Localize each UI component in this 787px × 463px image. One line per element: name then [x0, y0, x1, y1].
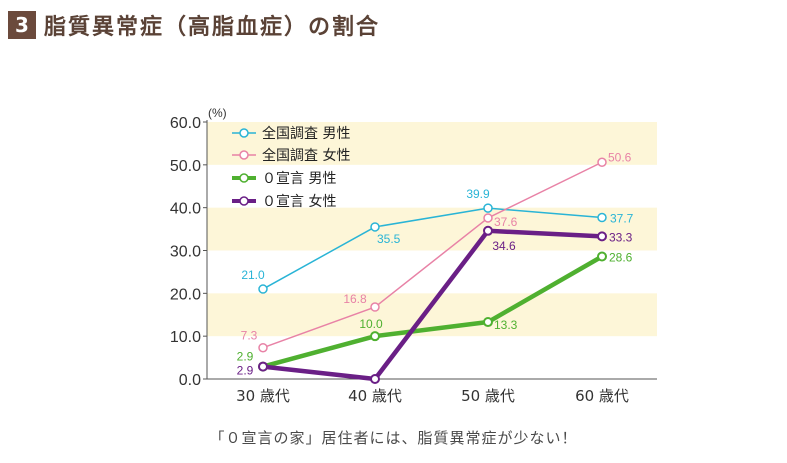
data-label: 7.3 — [241, 329, 258, 343]
data-point — [597, 231, 607, 242]
line-chart: 0.0 10.0 20.0 30.0 40.0 50.0 60.0 (%) 30 歳代 40 歳代… — [170, 106, 657, 405]
grid-band — [207, 122, 657, 165]
y-tick-label: 50.0 — [170, 158, 201, 175]
data-point — [483, 203, 493, 213]
legend-label: ０宣言 男性 — [262, 171, 336, 187]
data-point — [483, 213, 493, 223]
data-label: 13.3 — [494, 318, 518, 332]
legend-marker — [239, 196, 249, 206]
data-label: 34.6 — [492, 239, 516, 253]
x-tick-label: 50 歳代 — [461, 387, 515, 405]
legend-marker — [239, 150, 249, 160]
legend-label: ０宣言 女性 — [262, 193, 336, 210]
data-point — [483, 225, 493, 236]
data-point — [258, 342, 268, 353]
data-point — [370, 302, 380, 312]
legend-marker — [239, 173, 249, 183]
y-tick-label: 0.0 — [179, 372, 201, 389]
data-label: 50.6 — [608, 150, 632, 164]
data-label: 39.9 — [466, 187, 490, 201]
data-label: 21.0 — [241, 268, 265, 282]
y-tick-label: 40.0 — [170, 201, 201, 218]
x-tick-label: 60 歳代 — [575, 387, 629, 405]
data-label: 37.6 — [494, 215, 518, 229]
data-point — [370, 331, 380, 342]
legend-marker — [239, 128, 249, 138]
x-tick-label: 30 歳代 — [236, 387, 290, 405]
legend-label: 全国調査 女性 — [262, 147, 350, 164]
chart-caption: 「０宣言の家」居住者には、脂質異常症が少ない！ — [209, 429, 578, 447]
data-point — [258, 284, 268, 294]
series-line — [262, 161, 603, 349]
series-line — [262, 228, 603, 382]
y-tick-label: 60.0 — [170, 115, 201, 132]
data-label: 28.6 — [609, 250, 633, 264]
y-tick-label: 10.0 — [170, 329, 201, 346]
legend-label: 全国調査 男性 — [262, 125, 350, 142]
data-point — [597, 212, 607, 223]
data-label: 2.9 — [237, 364, 254, 378]
section-title: 脂質異常症（高脂血症）の割合 — [44, 15, 381, 40]
section-header: 3 脂質異常症（高脂血症）の割合 — [8, 10, 380, 40]
data-label: 16.8 — [343, 292, 367, 306]
y-tick-label: 30.0 — [170, 244, 201, 261]
data-point — [597, 157, 607, 168]
y-unit-label: (%) — [208, 106, 227, 120]
grid-band — [207, 207, 657, 251]
data-point — [258, 361, 268, 372]
data-point — [370, 222, 380, 232]
data-point — [370, 374, 380, 384]
data-label: 35.5 — [377, 232, 401, 246]
data-label: 2.9 — [237, 350, 254, 364]
data-label: 10.0 — [359, 317, 383, 331]
data-point — [597, 251, 607, 262]
y-tick-label: 20.0 — [170, 286, 201, 303]
section-number-badge: 3 — [8, 11, 36, 39]
data-label: 37.7 — [610, 212, 634, 226]
x-tick-label: 40 歳代 — [348, 387, 402, 405]
data-point — [483, 317, 493, 328]
data-label: 33.3 — [609, 230, 633, 244]
series-line — [262, 254, 604, 369]
series-line — [262, 207, 603, 290]
